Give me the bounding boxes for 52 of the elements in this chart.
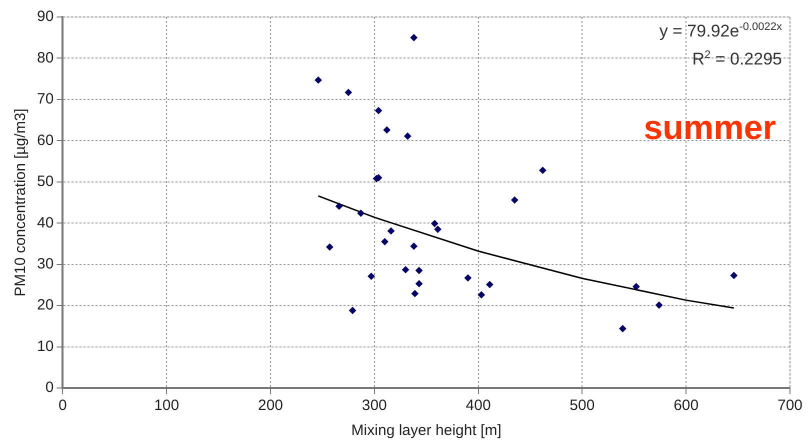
point: [344, 88, 352, 96]
y-tick-label: 70: [36, 90, 54, 108]
point: [368, 272, 375, 280]
point: [336, 202, 343, 210]
x-axis-title: Mixing layer height [m]: [351, 422, 502, 440]
point: [730, 272, 738, 279]
point: [410, 34, 418, 42]
x-tick-label: 100: [154, 397, 180, 414]
point: [381, 238, 388, 246]
point: [431, 220, 438, 228]
y-axis-title: PM10 concentration [µg/m3]: [12, 108, 30, 296]
y-tick-label: 20: [36, 296, 54, 314]
annotation: y = 79.92e$^{-0.0022x}$: [659, 21, 782, 42]
x-tick-label: 0: [58, 397, 67, 414]
y-tick-label: 80: [36, 49, 54, 66]
point: [383, 126, 390, 134]
y-tick-label: 10: [36, 338, 54, 355]
point: [416, 267, 423, 274]
point: [314, 76, 322, 84]
point: [411, 290, 418, 298]
y-tick-label: 60: [36, 132, 54, 149]
point: [416, 280, 423, 288]
point: [349, 307, 356, 314]
point: [632, 283, 640, 290]
point: [464, 274, 472, 282]
point: [656, 302, 663, 309]
y-tick-label: 40: [36, 214, 54, 232]
annotation: R$^{2}$ = 0.2295: [692, 49, 782, 70]
y-tick-label: 50: [36, 173, 54, 190]
point: [402, 266, 410, 274]
point: [511, 196, 518, 204]
x-tick-label: 300: [362, 397, 387, 414]
point: [375, 107, 382, 114]
annotation: summer: [644, 109, 776, 148]
x-tick-label: 500: [570, 397, 595, 414]
x-tick-label: 600: [674, 397, 699, 414]
point: [410, 242, 418, 250]
y-tick-label: 30: [36, 255, 54, 272]
point: [388, 227, 395, 234]
point: [326, 244, 334, 251]
point: [619, 325, 626, 332]
point: [434, 226, 442, 233]
point: [539, 166, 546, 174]
point: [478, 291, 485, 298]
y-tick-label: 0: [45, 379, 54, 396]
point: [357, 210, 364, 217]
point: [404, 132, 412, 140]
x-tick-label: 700: [777, 397, 803, 414]
y-tick-label: 90: [36, 8, 54, 26]
x-tick-label: 400: [466, 397, 491, 414]
x-tick-label: 200: [258, 397, 284, 414]
point: [486, 281, 494, 288]
